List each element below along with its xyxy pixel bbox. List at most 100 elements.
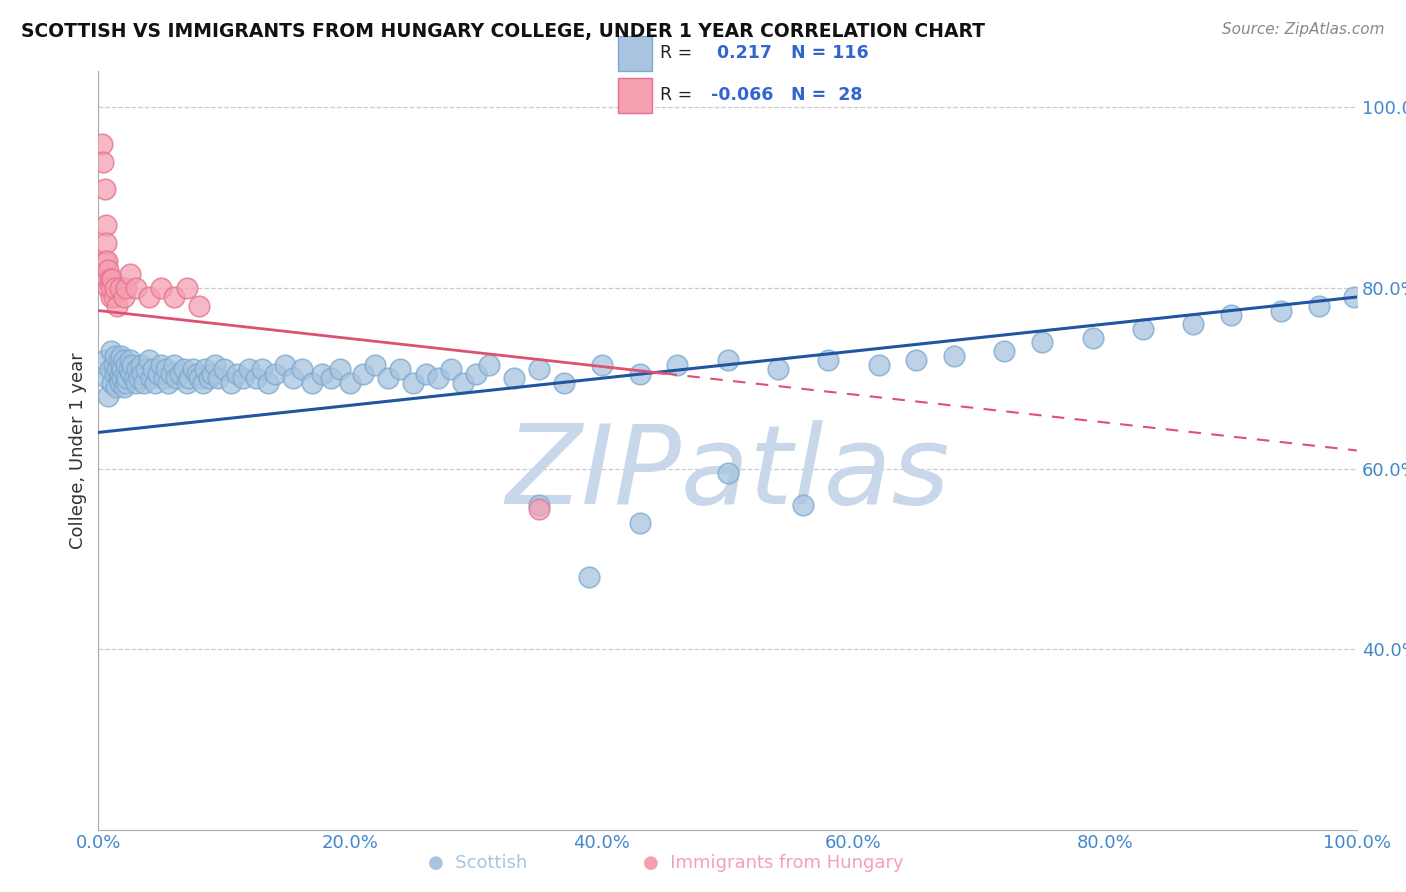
Point [163, 358, 186, 372]
Point [628, 367, 651, 381]
Point [364, 358, 387, 372]
Point [415, 367, 437, 381]
Point [104, 349, 127, 363]
Point [1132, 321, 1154, 335]
Point [283, 371, 305, 385]
Point [115, 376, 138, 390]
Point [94, 235, 117, 250]
Point [105, 362, 128, 376]
Point [93, 154, 115, 169]
Text: ●  Immigrants from Hungary: ● Immigrants from Hungary [643, 855, 904, 872]
Point [129, 358, 152, 372]
Point [122, 371, 145, 385]
Point [943, 349, 966, 363]
Point [104, 367, 127, 381]
Point [101, 272, 124, 286]
Point [453, 376, 475, 390]
Point [131, 367, 153, 381]
Point [141, 371, 163, 385]
Point [153, 371, 176, 385]
Point [188, 299, 211, 313]
Point [502, 371, 524, 385]
Point [1343, 290, 1365, 304]
Text: SCOTTISH VS IMMIGRANTS FROM HUNGARY COLLEGE, UNDER 1 YEAR CORRELATION CHART: SCOTTISH VS IMMIGRANTS FROM HUNGARY COLL… [21, 22, 986, 41]
Point [107, 353, 129, 368]
Point [100, 344, 122, 359]
Point [118, 268, 141, 282]
Point [301, 376, 323, 390]
Text: ●  Scottish: ● Scottish [429, 855, 527, 872]
Point [155, 362, 177, 376]
Point [389, 362, 412, 376]
Point [112, 290, 135, 304]
Point [427, 371, 450, 385]
Point [146, 367, 169, 381]
Point [232, 371, 254, 385]
Point [97, 281, 120, 295]
Point [118, 353, 141, 368]
Point [103, 358, 125, 372]
Point [112, 353, 135, 368]
Point [101, 376, 124, 390]
Point [1031, 335, 1053, 350]
Point [329, 362, 352, 376]
Point [176, 281, 198, 295]
Point [110, 349, 132, 363]
Point [103, 290, 125, 304]
Point [257, 376, 280, 390]
Point [93, 253, 115, 268]
Text: N =  28: N = 28 [792, 87, 862, 104]
Point [96, 371, 118, 385]
Point [214, 362, 236, 376]
Point [108, 376, 131, 390]
Point [127, 362, 149, 376]
Point [905, 353, 928, 368]
Point [198, 371, 221, 385]
Point [150, 358, 173, 372]
Point [112, 380, 135, 394]
Point [125, 376, 148, 390]
Point [100, 281, 122, 295]
Point [352, 367, 374, 381]
Point [464, 367, 488, 381]
Point [97, 389, 120, 403]
Text: N = 116: N = 116 [792, 44, 869, 62]
Point [173, 362, 195, 376]
Point [108, 367, 131, 381]
Point [105, 299, 128, 313]
Point [527, 498, 550, 512]
Point [273, 358, 295, 372]
Point [98, 272, 121, 286]
Point [160, 367, 183, 381]
Text: -0.066: -0.066 [710, 87, 773, 104]
Point [181, 362, 204, 376]
Point [91, 136, 114, 151]
Point [993, 344, 1015, 359]
Point [591, 358, 613, 372]
FancyBboxPatch shape [617, 78, 652, 113]
Point [527, 502, 550, 516]
Point [107, 371, 129, 385]
Point [96, 253, 118, 268]
Point [238, 362, 260, 376]
Point [128, 371, 150, 385]
Point [666, 358, 689, 372]
Point [138, 353, 160, 368]
Point [98, 362, 121, 376]
Point [176, 376, 198, 390]
Point [628, 516, 651, 530]
Point [110, 358, 132, 372]
Point [117, 362, 139, 376]
Point [97, 263, 120, 277]
Y-axis label: College, Under 1 year: College, Under 1 year [69, 352, 87, 549]
Point [291, 362, 314, 376]
Point [93, 353, 115, 368]
Point [132, 376, 155, 390]
Point [321, 371, 343, 385]
Point [138, 290, 160, 304]
Point [868, 358, 890, 372]
Point [156, 376, 179, 390]
Text: ZIPatlas: ZIPatlas [505, 420, 950, 526]
Point [1308, 299, 1330, 313]
Point [125, 281, 148, 295]
